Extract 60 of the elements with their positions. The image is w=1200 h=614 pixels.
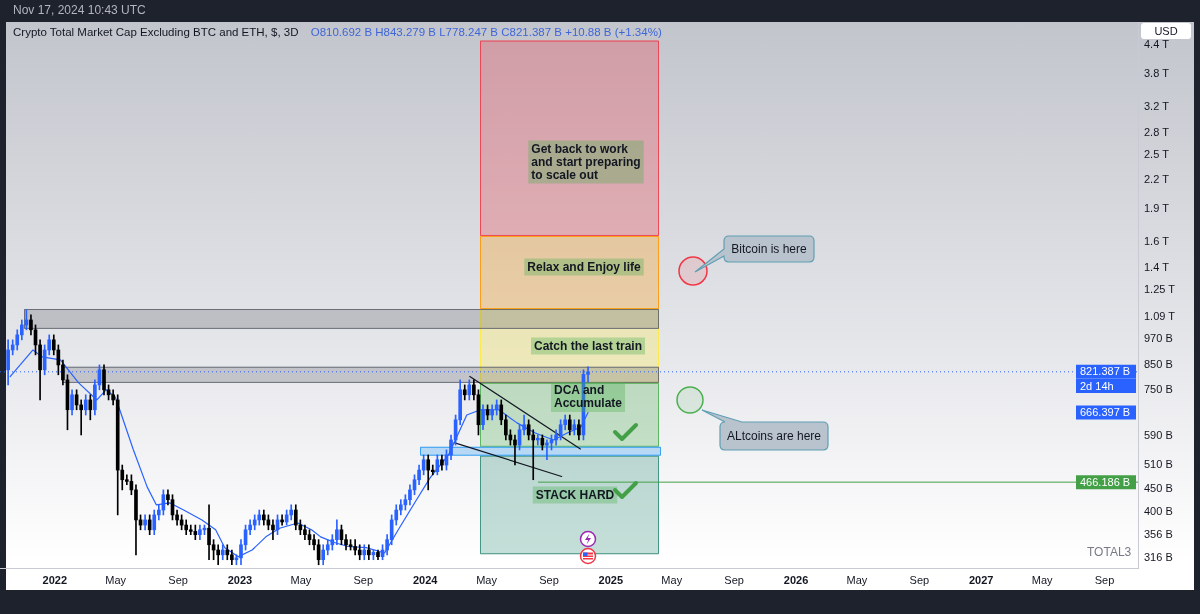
candlestick — [531, 429, 536, 481]
y-tick-label: 1.4 T — [1144, 261, 1170, 273]
y-tick-label: 970 B — [1144, 332, 1173, 345]
x-tick-label: Sep — [724, 573, 744, 586]
y-tick-label: 2.8 T — [1144, 126, 1170, 138]
x-tick-label: 2027 — [968, 573, 994, 586]
band-label: Catch the last train — [533, 338, 643, 353]
y-tick-label: 1.09 T — [1144, 309, 1176, 322]
y-tick-label: 400 B — [1144, 505, 1173, 517]
y-tick-label: 3.2 T — [1144, 100, 1170, 112]
x-tick-label: Sep — [353, 573, 374, 586]
chart-title: Crypto Total Market Cap Excluding BTC and ETH, $, 3D — [13, 26, 299, 39]
candlestick — [513, 434, 517, 466]
band-label: Get back to work and start preparing to scale out — [531, 141, 641, 182]
y-tick-label: 1.6 T — [1144, 235, 1170, 247]
band-label: STACK HARD — [535, 487, 615, 502]
x-tick-label: 2025 — [598, 573, 624, 586]
x-tick-label: May — [290, 573, 312, 586]
candlestick — [216, 544, 220, 566]
annotation: 666.397 B — [1080, 406, 1131, 419]
x-tick-label: Sep — [539, 573, 559, 586]
y-tick-label: 450 B — [1144, 482, 1173, 495]
annotation: 2d 14h — [1080, 379, 1114, 392]
x-tick-label: May — [661, 573, 683, 586]
y-tick-label: 590 B — [1144, 429, 1173, 442]
text: USD — [1154, 24, 1178, 37]
y-tick-label: 2.5 T — [1144, 148, 1170, 161]
y-tick-label: 356 B — [1144, 527, 1173, 540]
annotation: Bitcoin is here — [731, 242, 808, 256]
x-tick-label: 2024 — [412, 573, 439, 586]
ref-line-label: 821.387 B — [1080, 365, 1131, 378]
annotation: TOTAL3 — [1087, 545, 1132, 560]
y-tick-label: 3.8 T — [1144, 66, 1170, 79]
y-tick-label: 1.25 T — [1144, 283, 1176, 296]
x-tick-label: Sep — [168, 573, 188, 586]
candlestick — [79, 399, 84, 436]
annotation: ALtcoins are here — [726, 429, 822, 443]
x-tick-label: May — [846, 573, 868, 586]
chart-subtitle: O810.692 B H843.279 B L778.247 B C821.387 B +10.88 B (+1.34%) — [310, 26, 662, 39]
y-tick-label: 750 B — [1144, 382, 1173, 395]
band-label: Relax and Enjoy life — [527, 259, 642, 274]
y-tick-label: 4.4 T — [1144, 37, 1170, 50]
x-tick-label: May — [1031, 573, 1053, 586]
y-tick-label: 316 B — [1144, 550, 1173, 563]
y-tick-label: 850 B — [1144, 358, 1173, 371]
ref-line-label: 466.186 B — [1080, 475, 1131, 488]
y-tick-label: 1.9 T — [1144, 201, 1170, 214]
x-tick-label: Sep — [1094, 573, 1115, 586]
x-tick-label: Sep — [909, 573, 930, 586]
x-tick-label: May — [105, 573, 127, 586]
candlestick — [353, 539, 357, 556]
x-tick-label: 2023 — [227, 573, 253, 586]
x-tick-label: 2022 — [42, 573, 68, 586]
band-label: DCA and Accumulate — [553, 383, 623, 411]
y-tick-label: 510 B — [1144, 457, 1173, 470]
candlestick — [430, 464, 435, 476]
text: Nov 17, 2024 10:43 UTC — [13, 3, 147, 18]
x-tick-label: May — [476, 573, 498, 586]
y-tick-label: 2.2 T — [1144, 172, 1170, 185]
x-tick-label: 2026 — [783, 573, 809, 586]
